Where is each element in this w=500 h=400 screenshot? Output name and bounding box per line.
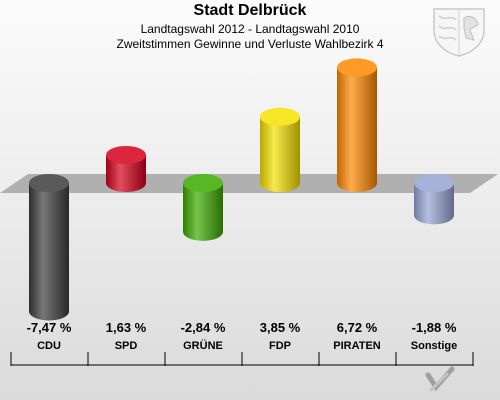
bar-body — [414, 183, 454, 225]
value-label: -2,84 % — [180, 320, 226, 335]
category-label: GRÜNE — [183, 340, 223, 352]
bar-top — [337, 58, 377, 77]
bar-grüne — [183, 174, 223, 241]
category-label: PIRATEN — [333, 340, 381, 352]
bar-cdu — [29, 174, 69, 321]
bar-fdp — [260, 107, 300, 192]
bar-body — [337, 67, 377, 192]
value-label: 1,63 % — [105, 320, 147, 335]
bar-sonstige — [414, 174, 454, 225]
bar-top — [183, 174, 223, 192]
votemanager-logo — [425, 366, 455, 393]
bar-top — [29, 174, 69, 192]
chart-subtitle: Landtagswahl 2012 - Landtagswahl 2010 — [140, 22, 360, 36]
value-label: -7,47 % — [26, 320, 72, 335]
value-label: 6,72 % — [336, 320, 378, 335]
bar-body — [260, 116, 300, 192]
chart-subtitle-2: Zweitstimmen Gewinne und Verluste Wahlbe… — [116, 37, 384, 51]
value-label: 3,85 % — [259, 320, 301, 335]
category-label: CDU — [37, 340, 61, 352]
bar-spd — [106, 145, 146, 192]
crest-icon — [433, 8, 485, 57]
bar-body — [29, 183, 69, 321]
value-label: -1,88 % — [411, 320, 457, 335]
bar-top — [106, 145, 146, 164]
category-label: Sonstige — [410, 340, 458, 352]
bar-top — [414, 174, 454, 192]
category-label: SPD — [114, 340, 138, 352]
bar-body — [183, 183, 223, 241]
chart-title: Stadt Delbrück — [193, 2, 307, 19]
bar-piraten — [337, 58, 377, 192]
bar-body — [106, 154, 146, 192]
category-label: FDP — [269, 340, 291, 352]
bar-top — [260, 107, 300, 126]
